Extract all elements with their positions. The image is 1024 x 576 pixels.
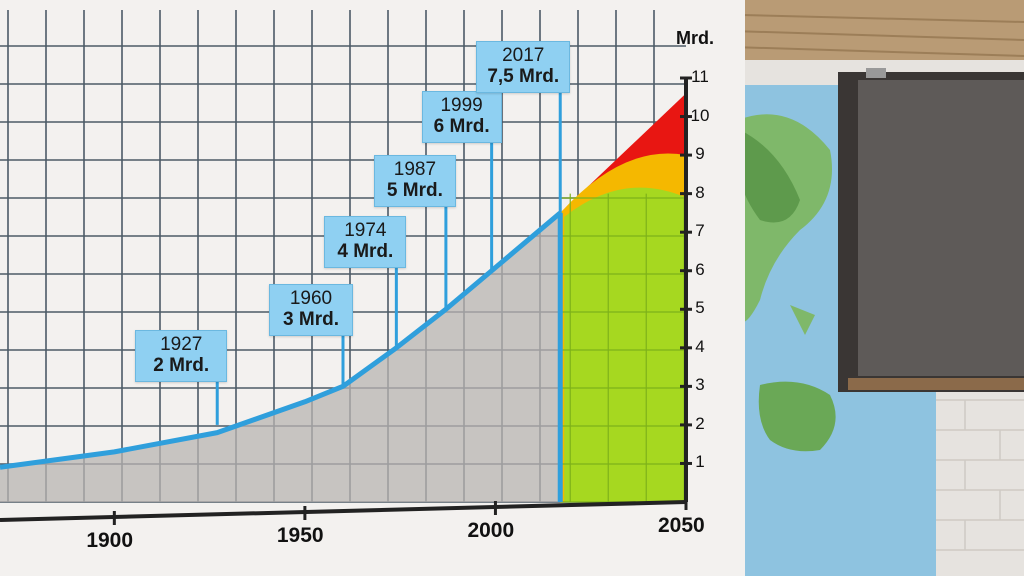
y-tick-label: 7 — [695, 221, 705, 241]
milestone-population: 4 Mrd. — [337, 240, 394, 262]
milestone-year: 2017 — [502, 45, 545, 66]
map-island — [790, 305, 815, 335]
milestone-population: 7,5 Mrd. — [487, 65, 560, 87]
milestone-label: 2017 7,5 Mrd. — [476, 41, 571, 93]
y-tick-label: 11 — [691, 67, 709, 86]
ceiling-planks — [699, 13, 1024, 57]
milestone-label: 1974 4 Mrd. — [324, 216, 407, 268]
y-tick-label: 8 — [695, 182, 705, 202]
y-tick-label: 5 — [695, 298, 705, 318]
milestone-label: 1960 3 Mrd. — [269, 284, 353, 336]
map-continent-australia — [758, 381, 836, 452]
y-tick-label: 10 — [690, 105, 710, 125]
y-unit-label: Mrd. — [676, 28, 714, 48]
y-tick-label: 6 — [695, 259, 705, 279]
milestone-year: 1999 — [440, 95, 483, 116]
tv-shelf — [848, 378, 1024, 390]
y-tick-label: 2 — [695, 413, 705, 433]
map-continent-shading — [740, 130, 800, 223]
milestone-population: 6 Mrd. — [433, 115, 490, 137]
milestone-population: 3 Mrd. — [283, 308, 339, 330]
area-under-curve — [0, 212, 561, 502]
milestone-label: 1999 6 Mrd. — [421, 91, 502, 143]
tv-mount — [866, 68, 886, 78]
x-tick-label: 1950 — [276, 524, 324, 547]
y-tick-label: 4 — [695, 336, 705, 356]
x-tick-label: 2000 — [467, 519, 515, 542]
y-tick-label: 1 — [695, 452, 705, 472]
brick-lines — [930, 399, 1024, 551]
x-tick-label: 2050 — [658, 514, 705, 537]
projection-low — [564, 187, 686, 502]
milestone-year: 1974 — [344, 220, 387, 241]
milestone-year: 1927 — [160, 334, 203, 355]
population-curve — [0, 210, 562, 470]
milestone-year: 1987 — [393, 159, 437, 180]
milestone-year: 1960 — [289, 288, 333, 309]
milestone-label: 1927 2 Mrd. — [135, 330, 228, 382]
tv-screen — [858, 80, 1024, 376]
y-tick-label: 3 — [695, 375, 705, 395]
milestone-population: 5 Mrd. — [386, 179, 443, 201]
x-tick-label: 1900 — [86, 529, 134, 552]
milestone-population: 2 Mrd. — [153, 354, 210, 376]
chart-layer — [0, 10, 692, 525]
y-tick-label: 9 — [695, 144, 705, 164]
milestone-label: 1987 5 Mrd. — [373, 155, 456, 207]
